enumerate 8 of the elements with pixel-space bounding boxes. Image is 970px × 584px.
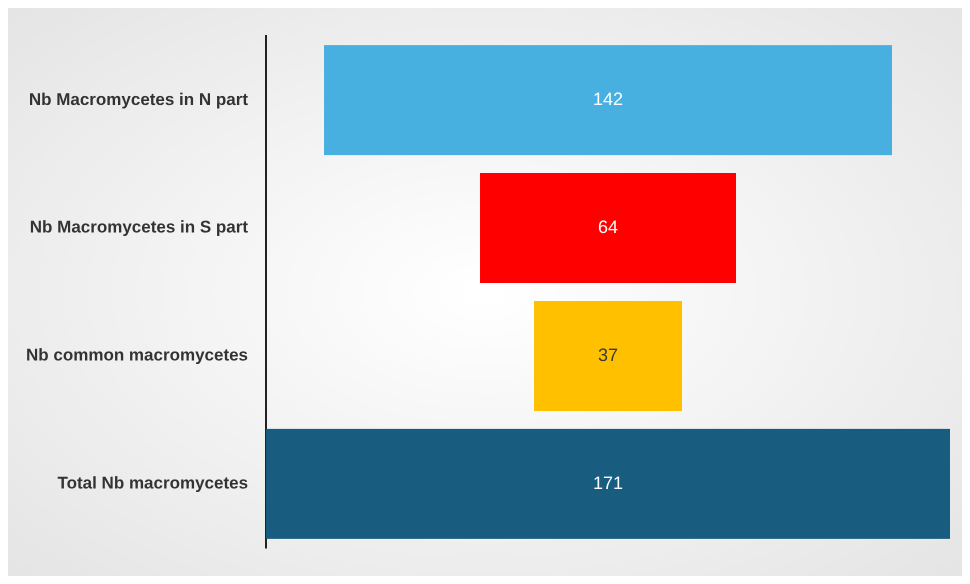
data-label: 64: [598, 217, 618, 238]
data-label: 142: [592, 89, 624, 110]
category-label: Nb Macromycetes in S part: [30, 218, 248, 237]
category-label: Nb common macromycetes: [26, 346, 248, 365]
category-label: Nb Macromycetes in N part: [28, 90, 248, 109]
category-label: Total Nb macromycetes: [57, 474, 248, 493]
data-label: 37: [598, 344, 618, 365]
data-label: 171: [592, 472, 624, 493]
